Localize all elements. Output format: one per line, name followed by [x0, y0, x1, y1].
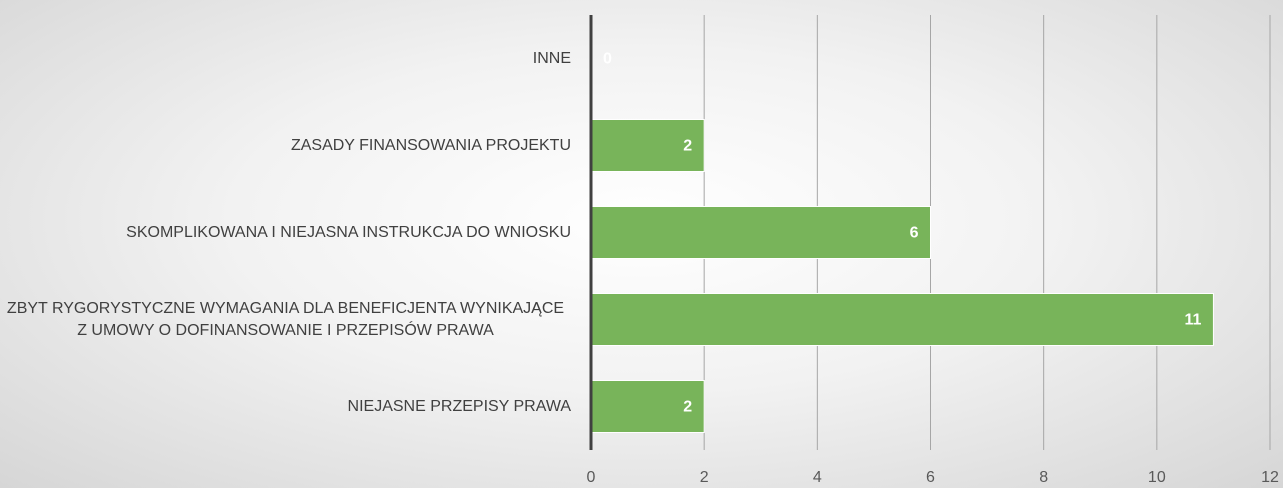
y-tick-label: INNE — [532, 49, 571, 67]
x-tick-label: 6 — [926, 469, 935, 486]
bar — [590, 293, 1214, 346]
data-label: 0 — [603, 51, 612, 68]
y-tick-label: ZASADY FINANSOWANIA PROJEKTU — [290, 136, 571, 154]
category-label-box: ZBYT RYGORYSTYCZNE WYMAGANIA DLA BENEFIC… — [0, 280, 571, 360]
data-label: 6 — [910, 225, 919, 242]
x-tick-label: 8 — [1039, 469, 1048, 486]
x-tick-label: 2 — [700, 469, 709, 486]
bar — [590, 380, 705, 433]
x-tick-label: 10 — [1148, 469, 1166, 486]
y-tick-label: SKOMPLIKOWANA I NIEJASNA INSTRUKCJA DO W… — [126, 223, 571, 241]
x-tick-label: 4 — [813, 469, 822, 486]
category-label-box: ZASADY FINANSOWANIA PROJEKTU — [0, 106, 571, 186]
category-label-box: INNE — [0, 19, 571, 99]
category-label-box: SKOMPLIKOWANA I NIEJASNA INSTRUKCJA DO W… — [0, 193, 571, 273]
y-tick-label: ZBYT RYGORYSTYCZNE WYMAGANIA DLA BENEFIC… — [6, 299, 565, 339]
x-tick-label: 12 — [1261, 469, 1279, 486]
category-label-box: NIEJASNE PRZEPISY PRAWA — [0, 367, 571, 447]
data-label: 2 — [683, 138, 692, 155]
bar — [590, 119, 705, 172]
x-tick-label: 0 — [587, 469, 596, 486]
bar — [590, 206, 931, 259]
data-label: 2 — [683, 399, 692, 416]
data-label: 11 — [1184, 312, 1201, 329]
y-tick-label: NIEJASNE PRZEPISY PRAWA — [347, 397, 571, 415]
